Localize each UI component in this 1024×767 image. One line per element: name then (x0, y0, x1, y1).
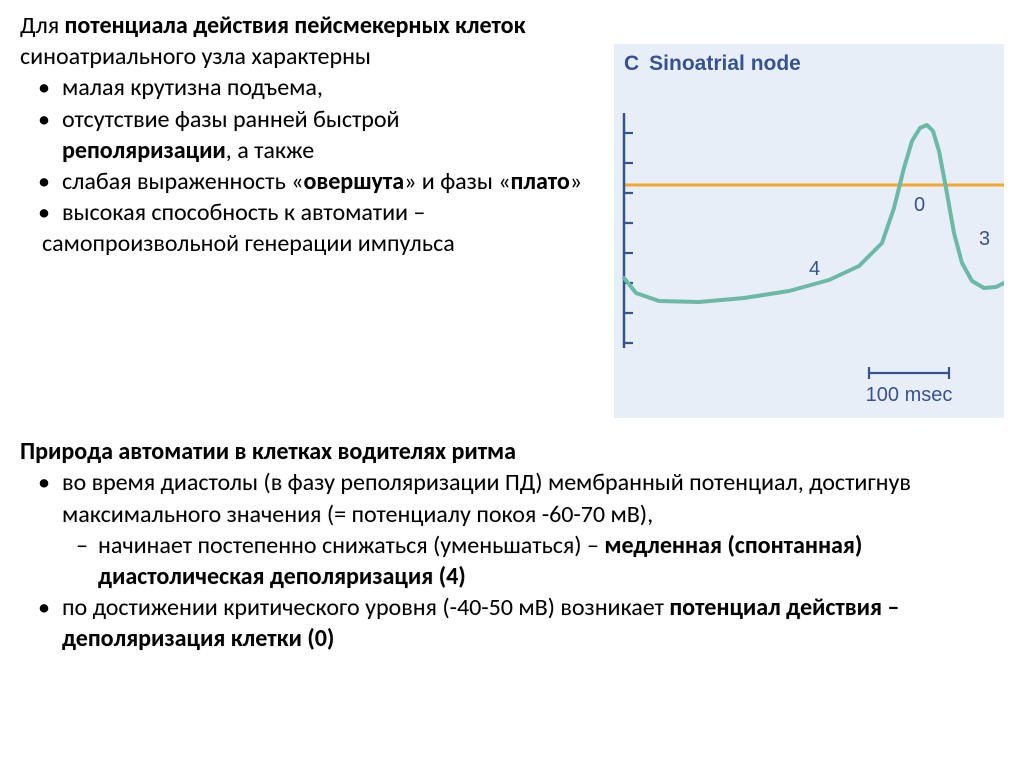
bullet-4-line2: самопроизвольной генерации импульса (20, 228, 608, 259)
section2-dash-list: начинает постепенно снижаться (уменьшать… (20, 530, 1004, 592)
intro-bold: потенциала действия пейсмекерных клеток (65, 11, 526, 40)
bullet-2-bold: реполяризации (62, 136, 226, 165)
s2-dash-1: начинает постепенно снижаться (уменьшать… (98, 530, 1004, 592)
top-bullet-list: малая крутизна подъема, отсутствие фазы … (20, 72, 608, 228)
s2-d1-pre: начинает постепенно снижаться (уменьшать… (98, 531, 604, 560)
intro-text: Для потенциала действия пейсмекерных кле… (20, 10, 608, 72)
svg-text:3: 3 (979, 228, 990, 250)
bullet-3-bold2: плато (511, 167, 570, 196)
chart-panel: C Sinoatrial node 4 0 3 100 msec (614, 44, 1004, 418)
s2-b2-pre: по достижении критического уровня (-40-5… (62, 593, 669, 622)
svg-text:4: 4 (809, 258, 820, 280)
chart-body: 4 0 3 100 msec (614, 83, 1004, 418)
section2-list: во время диастолы (в фазу реполяризации … (20, 467, 1004, 529)
s2-bullet-2: по достижении критического уровня (-40-5… (62, 592, 1004, 654)
bullet-3-bold1: овершута (303, 167, 404, 196)
chart-svg: 4 0 3 100 msec (614, 83, 1004, 418)
svg-text:100 msec: 100 msec (866, 384, 953, 406)
section2-list-2: по достижении критического уровня (-40-5… (20, 592, 1004, 654)
bullet-1: малая крутизна подъема, (62, 72, 608, 103)
section2-heading: Природа автоматии в клетках водителях ри… (20, 436, 1004, 467)
bullet-4: высокая способность к автоматии – (62, 197, 608, 228)
s2-b1-text: во время диастолы (в фазу реполяризации … (62, 468, 911, 528)
chart-title-bar: C Sinoatrial node (614, 44, 1004, 83)
bullet-3-post: » (570, 167, 582, 196)
bullet-2-pre: отсутствие фазы ранней быстрой (62, 105, 400, 134)
bullet-2: отсутствие фазы ранней быстрой реполяриз… (62, 104, 608, 166)
bullet-3-mid: » и фазы « (404, 167, 510, 196)
intro-post: синоатриального узла характерны (20, 42, 371, 71)
bullet-3: слабая выраженность «овершута» и фазы «п… (62, 166, 608, 197)
panel-letter: C (624, 52, 639, 75)
s2-bullet-1: во время диастолы (в фазу реполяризации … (62, 467, 1004, 529)
bullet-1-text: малая крутизна подъема, (62, 73, 323, 102)
bullet-2-post: , а также (226, 136, 314, 165)
intro-pre: Для (20, 11, 65, 40)
panel-title: Sinoatrial node (649, 52, 801, 75)
bullet-3-pre: слабая выраженность « (62, 167, 303, 196)
svg-text:0: 0 (914, 194, 925, 216)
bullet-4-line1: высокая способность к автоматии – (62, 198, 425, 227)
